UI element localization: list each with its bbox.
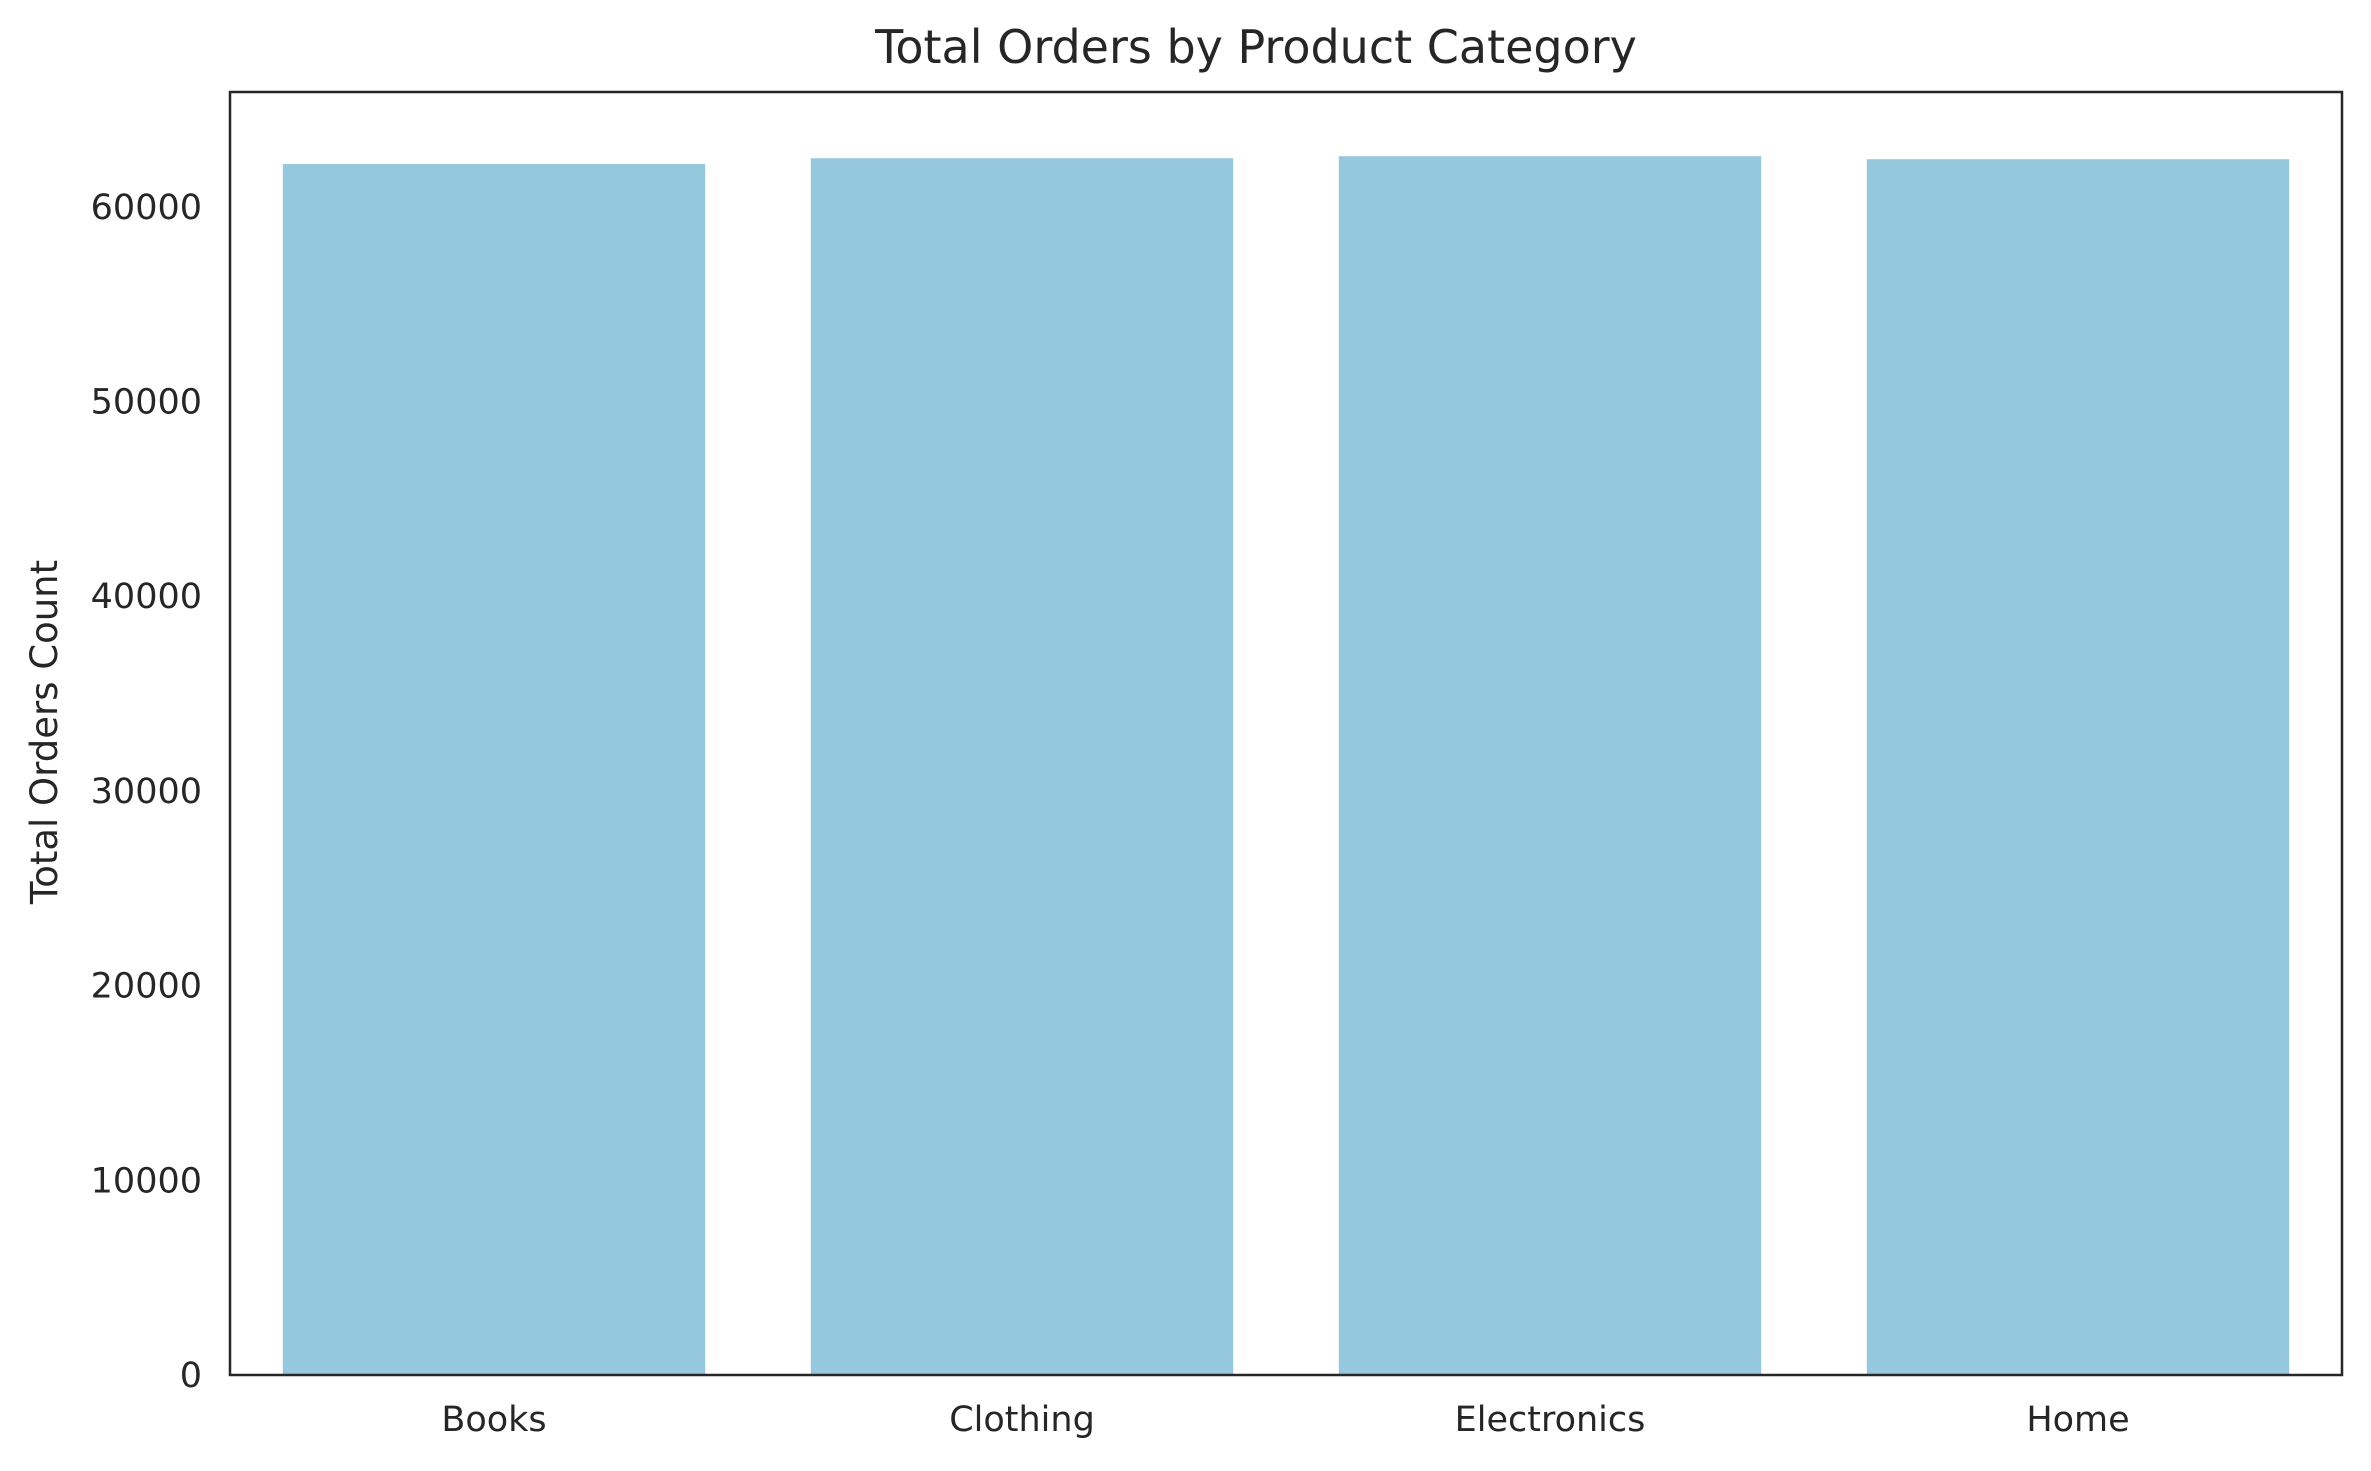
y-tick-label: 20000 <box>91 967 202 1007</box>
bar-electronics <box>1338 156 1762 1376</box>
chart-title: Total Orders by Product Category <box>874 20 1637 74</box>
bars-group <box>282 156 2290 1376</box>
y-tick-label: 10000 <box>91 1161 202 1201</box>
y-ticks-group: 0 10000 20000 30000 40000 50000 60000 <box>91 188 202 1396</box>
x-tick-label: Home <box>2026 1400 2129 1440</box>
bar-home <box>1866 159 2290 1376</box>
y-axis-label: Total Orders Count <box>23 560 66 905</box>
y-tick-label: 60000 <box>91 188 202 228</box>
bar-books <box>282 164 706 1375</box>
bar-clothing <box>810 158 1234 1376</box>
y-tick-label: 30000 <box>91 772 202 812</box>
x-tick-label: Books <box>441 1400 546 1440</box>
x-ticks-group: Books Clothing Electronics Home <box>441 1400 2129 1440</box>
y-tick-label: 50000 <box>91 383 202 423</box>
x-tick-label: Electronics <box>1455 1400 1646 1440</box>
plot-frame <box>228 90 2344 1377</box>
x-tick-label: Clothing <box>949 1400 1095 1440</box>
y-tick-label: 0 <box>180 1356 202 1396</box>
y-tick-label: 40000 <box>91 577 202 617</box>
